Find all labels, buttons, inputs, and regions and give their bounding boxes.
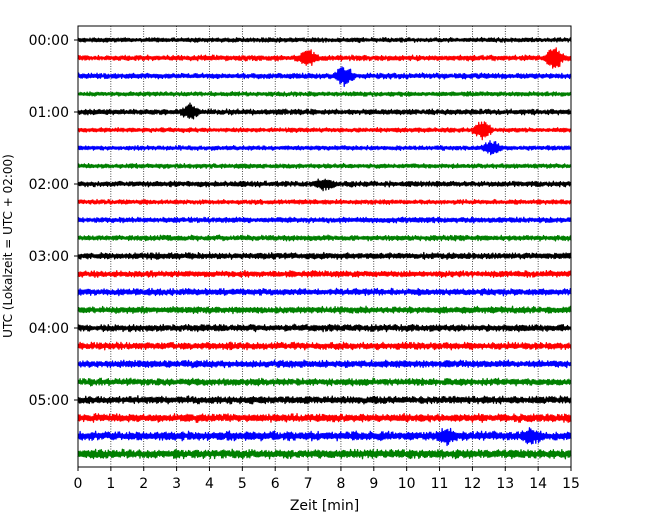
trace-0000 (77, 36, 572, 44)
trace-0400 (77, 323, 572, 333)
x-tick-label-2: 2 (139, 476, 148, 492)
x-tick-label-8: 8 (336, 476, 345, 492)
x-tick-label-4: 4 (205, 476, 214, 492)
y-tick-label-0300: 03:00 (29, 249, 69, 265)
x-tick-label-12: 12 (463, 476, 481, 492)
x-tick-label-6: 6 (271, 476, 280, 492)
x-tick-label-1: 1 (106, 476, 115, 492)
x-tick-label-14: 14 (529, 476, 547, 492)
x-tick-label-5: 5 (238, 476, 247, 492)
y-tick-label-0500: 05:00 (29, 393, 69, 409)
x-tick-label-7: 7 (304, 476, 313, 492)
y-tick-label-0200: 02:00 (29, 177, 69, 193)
x-tick-label-15: 15 (562, 476, 580, 492)
x-tick-label-9: 9 (369, 476, 378, 492)
trace-0200 (77, 178, 572, 192)
y-tick-label-0000: 00:00 (29, 33, 69, 49)
trace-0300 (77, 251, 572, 261)
x-tick-label-0: 0 (74, 476, 83, 492)
trace-0415 (77, 341, 572, 351)
trace-0445 (77, 377, 572, 387)
trace-0245 (77, 234, 572, 242)
y-axis-ticks: 00:00 01:00 02:00 03:00 04:00 05:00 (29, 33, 78, 409)
x-axis-ticks: 0 1 2 3 4 5 6 7 8 9 10 11 12 13 14 15 (74, 467, 580, 492)
y-tick-label-0400: 04:00 (29, 321, 69, 337)
x-axis-label: Zeit [min] (290, 498, 359, 514)
trace-0500 (77, 395, 572, 405)
trace-0015 (77, 47, 572, 69)
trace-0215 (77, 198, 572, 206)
trace-0130 (77, 140, 572, 156)
trace-0115 (77, 121, 572, 141)
trace-0100 (77, 102, 572, 120)
trace-0545 (77, 448, 572, 460)
y-axis-label: UTC (Lokalzeit = UTC + 02:00) (1, 154, 15, 338)
trace-0230 (77, 216, 572, 224)
trace-0030 (77, 66, 572, 88)
trace-0045 (77, 90, 572, 98)
x-tick-label-13: 13 (496, 476, 514, 492)
trace-0330 (77, 287, 572, 297)
trace-0430 (77, 359, 572, 369)
traces (77, 36, 572, 460)
x-tick-label-10: 10 (398, 476, 416, 492)
trace-0530 (77, 427, 572, 447)
trace-0515 (77, 412, 572, 424)
trace-0315 (77, 269, 572, 279)
y-tick-label-0100: 01:00 (29, 105, 69, 121)
grid-lines (110, 26, 539, 467)
axes-frame (77, 25, 572, 468)
trace-0345 (77, 305, 572, 315)
x-tick-label-3: 3 (172, 476, 181, 492)
trace-0145 (77, 162, 572, 170)
x-tick-label-11: 11 (431, 476, 449, 492)
